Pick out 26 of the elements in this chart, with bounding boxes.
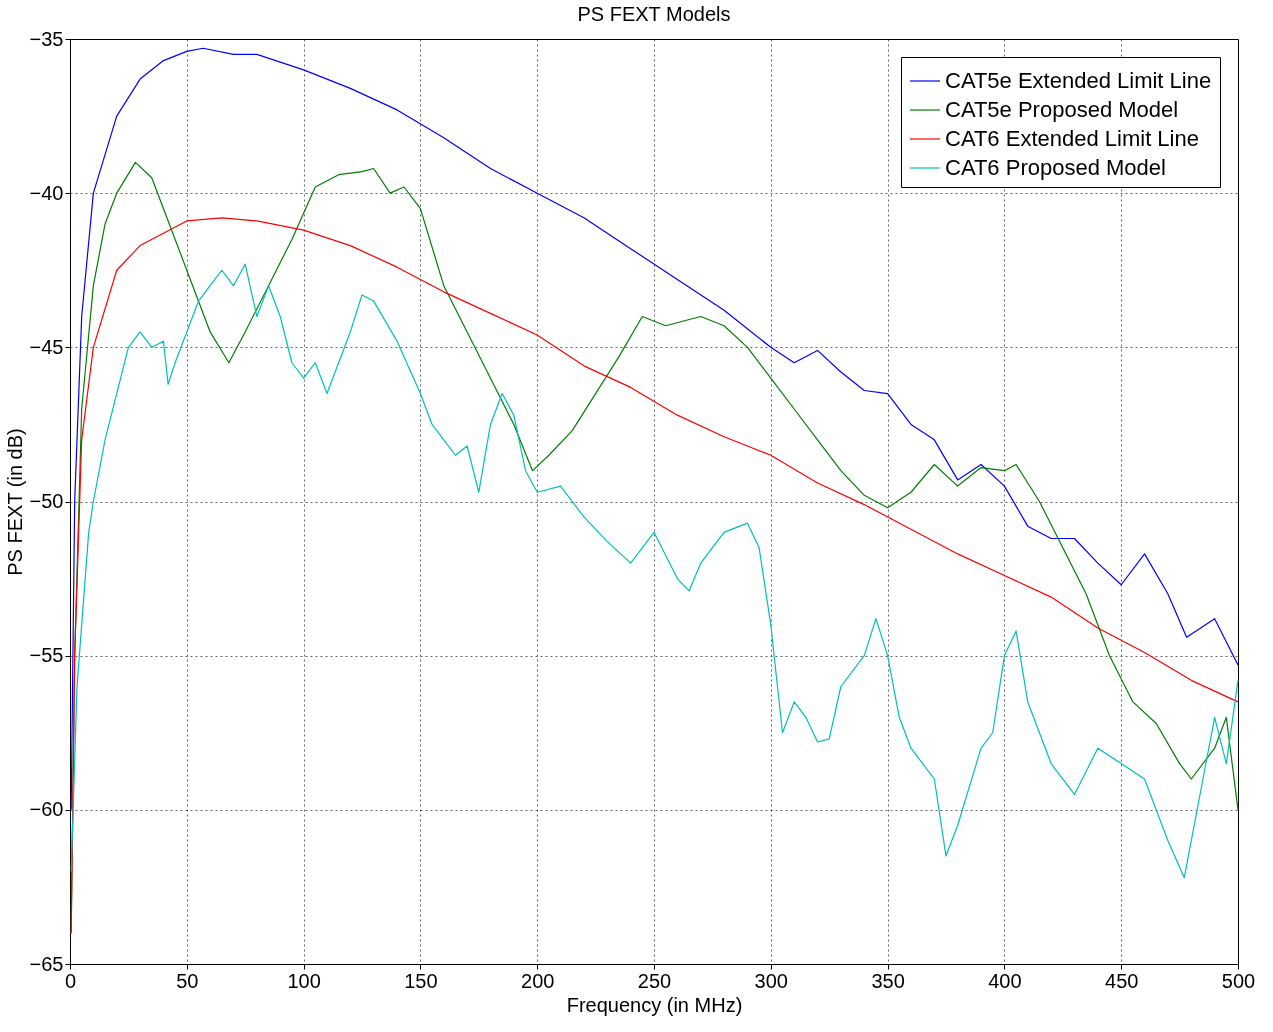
y-tick-label: −60: [29, 798, 64, 821]
x-tick-label: 450: [1105, 969, 1139, 992]
legend-label: CAT5e Proposed Model: [945, 97, 1179, 122]
y-tick-label: −45: [29, 335, 64, 358]
chart-title: PS FEXT Models: [577, 3, 731, 25]
x-tick-label: 0: [64, 969, 77, 992]
x-tick-label: 350: [871, 969, 905, 992]
x-axis-title: Frequency (in MHz): [566, 993, 743, 1016]
x-tick-label: 150: [404, 969, 438, 992]
y-axis-title: PS FEXT (in dB): [3, 428, 26, 576]
legend-label: CAT5e Extended Limit Line: [945, 68, 1212, 93]
x-tick-label: 500: [1221, 969, 1256, 992]
x-tick-label: 300: [754, 969, 788, 992]
y-tick-label: −50: [29, 490, 64, 512]
x-tick-label: 400: [988, 969, 1022, 992]
x-tick-label: 50: [176, 969, 199, 992]
legend-label: CAT6 Proposed Model: [945, 155, 1166, 180]
y-tick-label: −40: [29, 181, 64, 204]
y-tick-label: −65: [29, 952, 64, 975]
x-tick-label: 200: [521, 969, 555, 992]
legend-label: CAT6 Extended Limit Line: [945, 126, 1199, 151]
y-tick-label: −35: [29, 27, 64, 50]
line-series: [70, 47, 1239, 811]
x-tick-label: 250: [637, 969, 672, 992]
y-tick-label: −55: [29, 644, 64, 667]
x-tick-label: 100: [287, 969, 321, 992]
